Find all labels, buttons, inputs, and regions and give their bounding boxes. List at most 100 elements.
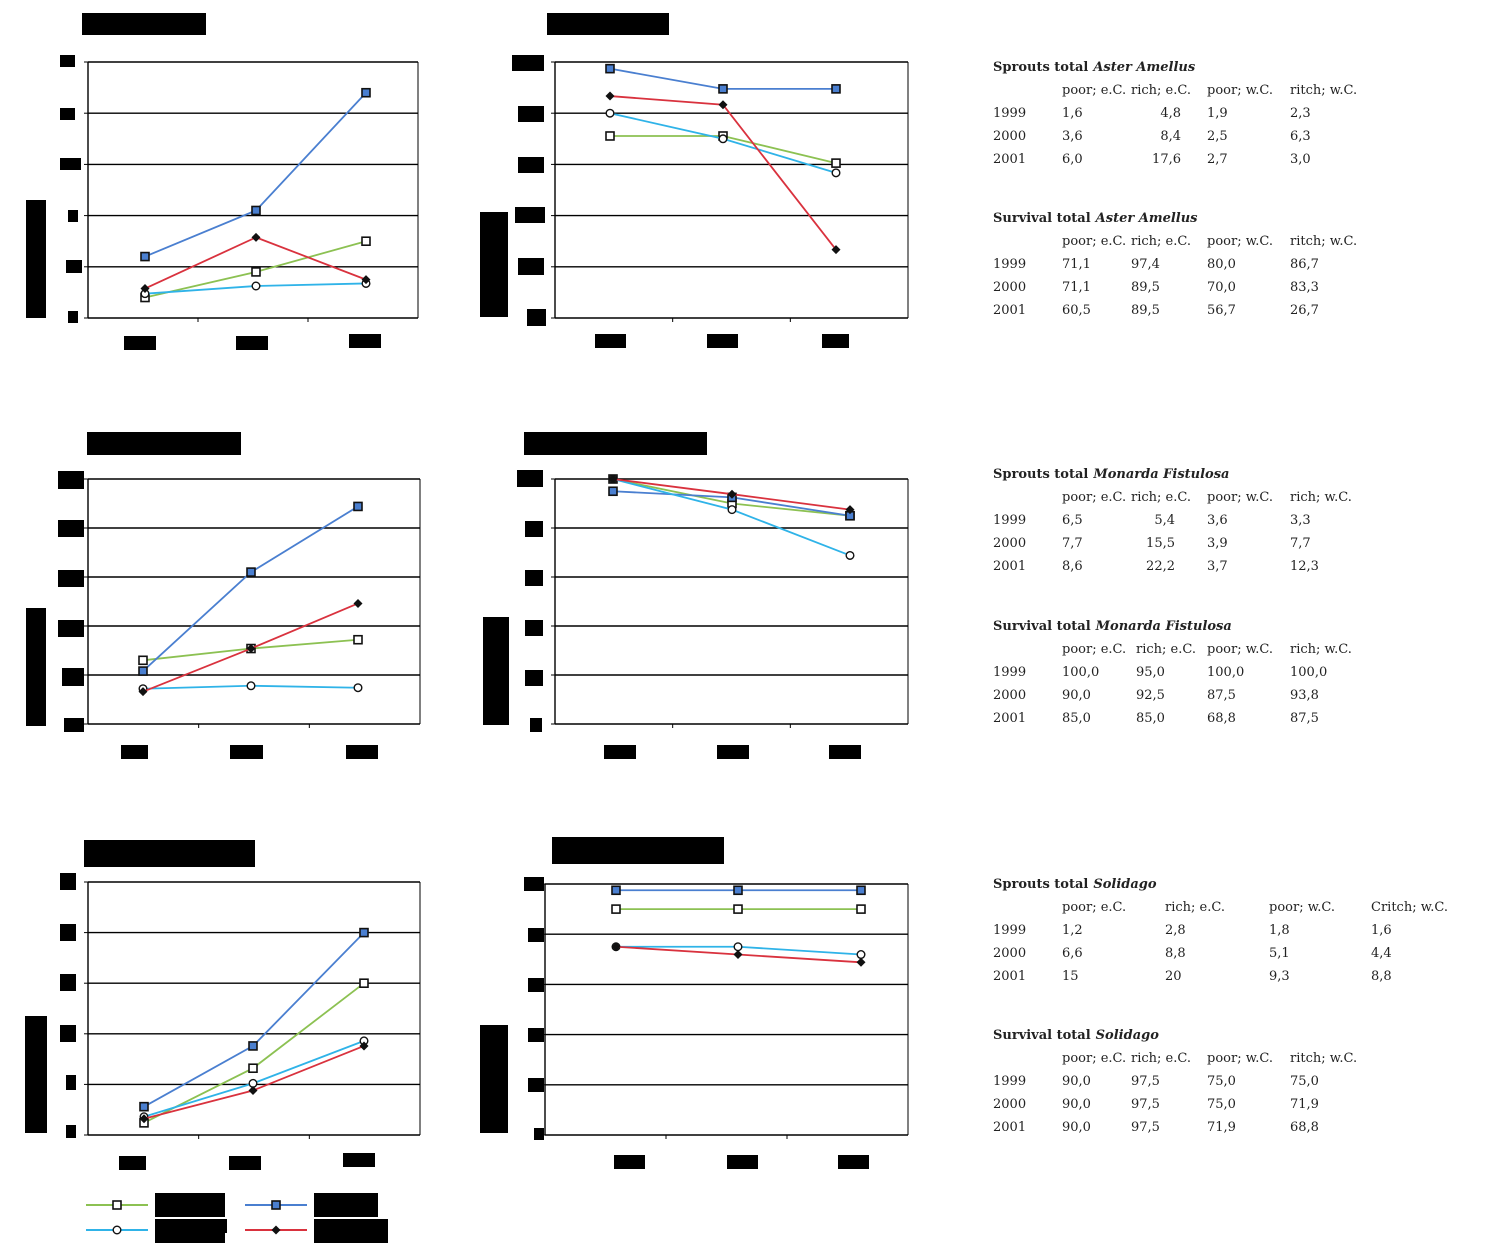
data-point [856, 885, 866, 896]
table-title-text: Sprouts total [993, 877, 1089, 892]
column-header: poor; e.C. [1062, 642, 1127, 657]
table-cell: 90,0 [1062, 1120, 1091, 1135]
y-tick-label-redacted [525, 570, 543, 586]
table-cell: 15 [1062, 969, 1079, 984]
row-year: 2000 [993, 1097, 1027, 1112]
table-cell: 1,2 [1062, 923, 1083, 938]
y-axis-label-redacted [26, 200, 46, 318]
series-rich_wC [139, 1041, 369, 1124]
table-row: 1999 90,0 97,5 75,0 75,0 [993, 1070, 1319, 1093]
y-tick-label-redacted [62, 668, 84, 686]
data-point [353, 634, 363, 645]
table-row: 1999 6,5 5,4 3,6 3,3 [993, 509, 1311, 532]
table-cell: 75,0 [1207, 1097, 1236, 1112]
y-tick-label-redacted [60, 924, 76, 941]
species-name: Solidago [1093, 877, 1157, 892]
row-year: 1999 [993, 1074, 1027, 1089]
table-header-row: poor; e.C. rich; e.C. poor; w.C. rich; w.C. [993, 638, 1352, 661]
table-cell: 75,0 [1290, 1074, 1319, 1089]
y-tick-label-redacted [525, 670, 543, 686]
data-point [605, 131, 615, 141]
species-name: Monarda Fistulosa [1095, 619, 1232, 634]
series-poor_wC [138, 681, 363, 694]
series-poor_wC [605, 108, 841, 178]
table-title-text: Survival total [993, 1028, 1091, 1043]
column-header: poor; e.C. [1062, 83, 1127, 98]
data-point [359, 927, 369, 938]
chart-title-redacted [524, 432, 707, 455]
species-name: Aster Amellus [1093, 60, 1196, 75]
y-tick-label-redacted [534, 1128, 544, 1140]
data-point [248, 1063, 258, 1074]
y-tick-label-redacted [66, 260, 82, 273]
data-point [611, 904, 621, 914]
table-header-row: poor; e.C. rich; e.C. poor; w.C. ritch; w.C… [993, 1047, 1357, 1070]
x-tick-label-redacted [707, 334, 738, 348]
row-year: 2000 [993, 946, 1027, 961]
table-cell: 60,5 [1062, 303, 1091, 318]
table-cell: 15,5 [1146, 536, 1175, 551]
column-header: ritch; w.C. [1290, 83, 1358, 98]
column-header: Critch; w.C. [1371, 900, 1449, 915]
table-row: 2001 15 20 9,3 8,8 [993, 965, 1392, 988]
row-year: 2001 [993, 303, 1027, 318]
table-cell: 6,3 [1290, 129, 1311, 144]
table-cell: 8,6 [1062, 559, 1083, 574]
table-row: 2001 60,5 89,5 56,7 26,7 [993, 299, 1319, 322]
table-cell: 3,0 [1290, 152, 1311, 167]
y-tick-label-redacted [60, 108, 75, 120]
chart-title-redacted [552, 837, 724, 864]
data-point [361, 87, 371, 98]
table-cell: 3,9 [1207, 536, 1228, 551]
column-header: rich; e.C. [1131, 234, 1191, 249]
row-year: 1999 [993, 257, 1027, 272]
table-cell: 4,4 [1371, 946, 1392, 961]
legend-marker [112, 1200, 122, 1210]
table-title: Sprouts total Solidago [993, 873, 1157, 896]
data-point [359, 1041, 369, 1051]
table-cell: 20 [1165, 969, 1182, 984]
table-cell: 97,5 [1131, 1120, 1160, 1135]
data-point [251, 232, 261, 242]
y-tick-label-redacted [530, 718, 542, 732]
chart-solidago-survival [480, 837, 909, 1169]
table-cell: 1,9 [1207, 106, 1228, 121]
data-point [138, 666, 148, 676]
series-rich_eC [140, 87, 371, 262]
data-point [353, 598, 363, 608]
series-line [144, 236, 367, 290]
y-tick-label-redacted [66, 1125, 76, 1138]
table-cell: 3,6 [1207, 513, 1228, 528]
data-point [831, 84, 841, 94]
table-row: 2000 3,6 8,4 2,5 6,3 [993, 125, 1311, 148]
y-tick-label-redacted [64, 718, 84, 732]
y-axis-label-redacted [480, 212, 508, 317]
table-cell: 70,0 [1207, 280, 1236, 295]
y-tick-label-redacted [68, 210, 78, 222]
table-title: Survival total Aster Amellus [993, 207, 1198, 230]
series-rich_wC [140, 232, 371, 294]
table-header-row: poor; e.C. rich; e.C. poor; w.C. ritch; w.C… [993, 79, 1357, 102]
y-tick-label-redacted [518, 106, 544, 122]
table-cell: 87,5 [1290, 711, 1319, 726]
y-tick-label-redacted [60, 158, 81, 170]
table-cell: 87,5 [1207, 688, 1236, 703]
series-rich_eC [605, 63, 841, 94]
column-header: poor; e.C. [1062, 490, 1127, 505]
x-tick-label-redacted [822, 334, 849, 348]
aster-survival-table: Survival total Aster Amellus poor; e.C. ric… [993, 207, 1357, 322]
y-tick-label-redacted [512, 55, 544, 71]
legend-marker [271, 1225, 281, 1235]
table-cell: 2,3 [1290, 106, 1311, 121]
table-cell: 89,5 [1131, 303, 1160, 318]
row-year: 2001 [993, 711, 1027, 726]
x-tick-label-redacted [349, 334, 381, 348]
table-cell: 1,6 [1371, 923, 1392, 938]
data-point [361, 275, 371, 285]
x-tick-label-redacted [343, 1153, 375, 1167]
table-cell: 97,4 [1131, 257, 1160, 272]
series-poor_eC [611, 904, 866, 914]
y-tick-label-redacted [518, 258, 544, 275]
series-rich_wC [611, 942, 866, 967]
table-row: 2000 90,0 97,5 75,0 71,9 [993, 1093, 1319, 1116]
